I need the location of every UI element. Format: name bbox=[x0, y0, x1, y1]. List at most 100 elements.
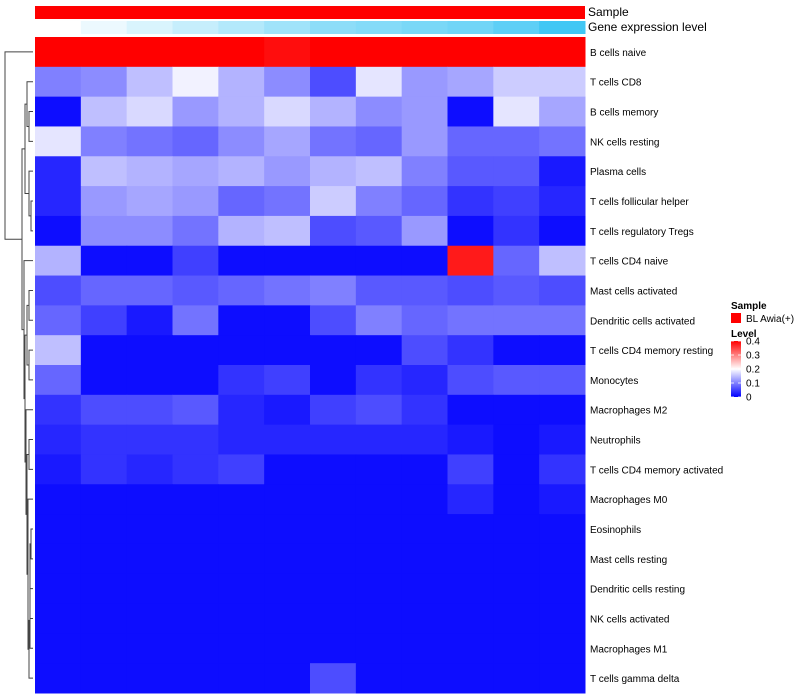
heatmap-cell bbox=[401, 514, 448, 545]
heatmap-cell bbox=[447, 633, 494, 664]
heatmap-cell bbox=[172, 633, 219, 664]
row-label: Dendritic cells resting bbox=[590, 585, 685, 596]
heatmap-cell bbox=[355, 215, 403, 247]
heatmap-cell bbox=[35, 186, 82, 217]
heatmap-cell bbox=[126, 663, 173, 694]
heatmap-cell bbox=[172, 66, 219, 98]
heatmap-cell bbox=[80, 603, 128, 634]
heatmap-cell bbox=[80, 454, 128, 485]
heatmap-cell bbox=[80, 245, 128, 277]
heatmap-cell bbox=[80, 424, 128, 455]
heatmap-cell bbox=[126, 454, 173, 485]
heatmap-cell bbox=[264, 37, 311, 68]
heatmap-cell bbox=[355, 633, 403, 664]
heatmap-cell bbox=[35, 394, 82, 426]
heatmap-cell bbox=[539, 335, 586, 366]
heatmap-cell bbox=[493, 335, 540, 366]
heatmap-cell bbox=[401, 633, 448, 664]
heatmap-cell bbox=[126, 633, 173, 664]
heatmap-cell bbox=[80, 335, 128, 366]
heatmap-cell bbox=[539, 603, 586, 634]
heatmap-cell bbox=[35, 275, 82, 306]
heatmap-cell bbox=[355, 603, 403, 634]
heatmap-cell bbox=[218, 215, 265, 247]
heatmap-cell bbox=[126, 394, 173, 426]
heatmap-cell bbox=[355, 514, 403, 545]
row-label: Dendritic cells activated bbox=[590, 316, 695, 327]
heatmap-cell bbox=[447, 514, 494, 545]
heatmap-cell bbox=[264, 573, 311, 605]
heatmap-cell bbox=[401, 186, 448, 217]
heatmap-cell bbox=[539, 633, 586, 664]
heatmap-cell bbox=[80, 484, 128, 515]
heatmap-cell bbox=[264, 126, 311, 157]
heatmap-cell bbox=[447, 454, 494, 485]
dendrogram-branch bbox=[28, 439, 33, 470]
heatmap-cell bbox=[218, 543, 265, 575]
annotation-expression-cell bbox=[35, 21, 82, 34]
heatmap-cell bbox=[35, 37, 82, 68]
heatmap-cell bbox=[355, 37, 403, 68]
heatmap-cell bbox=[355, 335, 403, 366]
heatmap-cell bbox=[447, 66, 494, 98]
row-label: NK cells resting bbox=[590, 137, 659, 148]
dendrogram-branch bbox=[29, 543, 33, 590]
heatmap-cell bbox=[401, 66, 448, 98]
heatmap-cell bbox=[493, 663, 540, 694]
heatmap-cell bbox=[401, 424, 448, 455]
heatmap-cell bbox=[447, 543, 494, 575]
heatmap-cell bbox=[264, 603, 311, 634]
heatmap-cell bbox=[218, 454, 265, 485]
heatmap-cell bbox=[401, 394, 448, 426]
dendrogram-branch bbox=[28, 111, 33, 142]
heatmap-cell bbox=[493, 633, 540, 664]
heatmap-cell bbox=[126, 37, 173, 68]
heatmap-cell bbox=[401, 156, 448, 187]
heatmap-cell bbox=[310, 514, 357, 545]
heatmap-cell bbox=[539, 484, 586, 515]
heatmap-cell bbox=[264, 245, 311, 277]
heatmap-cells bbox=[35, 37, 586, 694]
heatmap-cell bbox=[172, 37, 219, 68]
annotation-expression-cell bbox=[218, 21, 265, 34]
heatmap-cell bbox=[80, 186, 128, 217]
heatmap-cell bbox=[218, 66, 265, 98]
heatmap-cell bbox=[310, 186, 357, 217]
heatmap-cell bbox=[355, 96, 403, 127]
heatmap-cell bbox=[218, 156, 265, 187]
heatmap-cell bbox=[401, 365, 448, 396]
heatmap-cell bbox=[218, 514, 265, 545]
heatmap-cell bbox=[172, 245, 219, 277]
row-label: T cells regulatory Tregs bbox=[590, 227, 694, 238]
legend-sample-swatch bbox=[731, 313, 741, 323]
heatmap-cell bbox=[447, 573, 494, 605]
heatmap-cell bbox=[218, 633, 265, 664]
heatmap-cell bbox=[172, 335, 219, 366]
heatmap-cell bbox=[35, 424, 82, 455]
heatmap-cell bbox=[310, 394, 357, 426]
heatmap-cell bbox=[172, 543, 219, 575]
heatmap-cell bbox=[447, 365, 494, 396]
row-label: NK cells activated bbox=[590, 614, 669, 625]
row-label: T cells CD8 bbox=[590, 78, 642, 89]
heatmap-cell bbox=[539, 663, 586, 694]
heatmap-cell bbox=[264, 156, 311, 187]
heatmap-cell bbox=[310, 454, 357, 485]
heatmap-cell bbox=[401, 305, 448, 336]
row-label: T cells gamma delta bbox=[590, 674, 680, 685]
annotation-expression-cell bbox=[126, 21, 173, 34]
heatmap-cell bbox=[80, 394, 128, 426]
heatmap-cell bbox=[401, 454, 448, 485]
heatmap-cell bbox=[126, 603, 173, 634]
heatmap-cell bbox=[218, 365, 265, 396]
heatmap-cell bbox=[493, 454, 540, 485]
annotation-expression-cell bbox=[310, 21, 357, 34]
heatmap-cell bbox=[539, 66, 586, 98]
heatmap-cell bbox=[264, 424, 311, 455]
heatmap-cell bbox=[218, 245, 265, 277]
heatmap-cell bbox=[493, 573, 540, 605]
heatmap-cell bbox=[539, 305, 586, 336]
heatmap-cell bbox=[447, 394, 494, 426]
heatmap-cell bbox=[310, 484, 357, 515]
heatmap-cell bbox=[447, 37, 494, 68]
